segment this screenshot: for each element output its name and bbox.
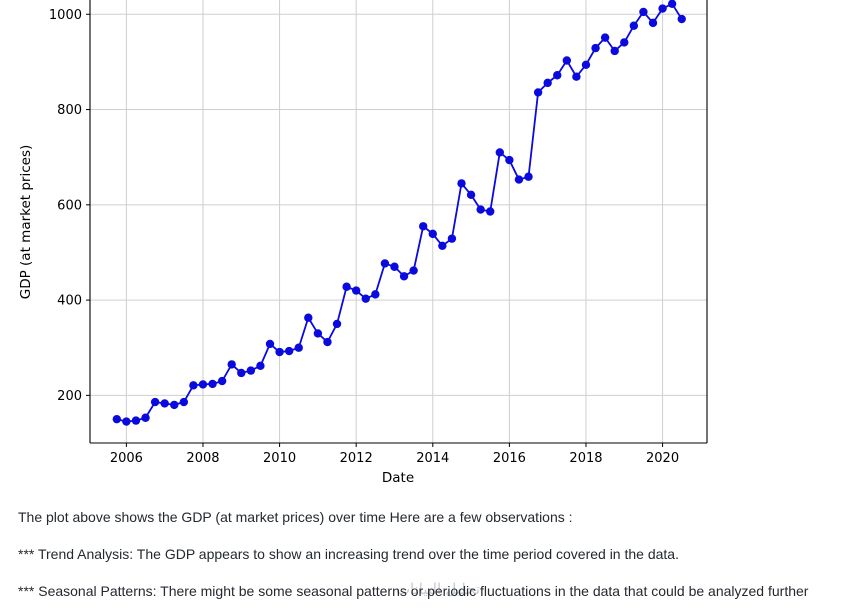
gdp-line: [116, 2, 683, 423]
x-tick-label: 2020: [646, 451, 679, 466]
axes-layer: 2006 2008 2010 2012 2014 2016 2018 2020 200 400 60…: [49, 0, 708, 466]
data-point: [390, 262, 399, 271]
data-point: [256, 361, 265, 371]
data-point: [428, 229, 437, 239]
data-point: [313, 329, 323, 338]
data-point: [265, 339, 275, 349]
data-point: [562, 56, 572, 65]
data-point: [332, 319, 342, 329]
data-point: [658, 4, 667, 13]
x-tick-label: 2018: [569, 451, 602, 466]
data-point: [160, 399, 169, 408]
data-point: [371, 290, 380, 299]
data-point: [227, 360, 236, 369]
data-point: [246, 366, 256, 375]
observation-trend: *** Trend Analysis: The GDP appears to s…: [18, 546, 679, 562]
data-point: [572, 72, 581, 81]
data-point: [189, 381, 198, 390]
data-point: [419, 222, 428, 231]
data-point: [438, 241, 447, 250]
y-tick-label: 600: [57, 198, 82, 213]
data-point: [304, 313, 313, 322]
grid-layer: [90, 0, 707, 443]
data-series-layer: [112, 0, 686, 426]
data-point: [505, 155, 514, 165]
data-point: [457, 179, 466, 188]
y-tick-label: 200: [57, 389, 82, 404]
y-tick-label: 400: [57, 294, 82, 309]
data-point: [284, 346, 294, 356]
data-point: [486, 207, 495, 216]
data-point: [600, 33, 610, 42]
data-point: [361, 294, 370, 303]
data-point: [217, 376, 227, 386]
x-axis-label: Date: [382, 470, 414, 486]
data-point: [342, 282, 351, 291]
gdp-line-chart: 2006 2008 2010 2012 2014 2016 2018 2020 200 400 60…: [18, 0, 708, 486]
data-point: [447, 234, 457, 243]
x-tick-label: 2012: [340, 451, 373, 466]
y-tick-label: 800: [57, 103, 82, 118]
data-point: [380, 259, 390, 268]
data-point: [208, 379, 217, 389]
watermark: تحليل البيانات: [395, 581, 481, 598]
data-point: [677, 14, 686, 24]
data-point: [524, 172, 533, 181]
data-point: [237, 368, 246, 378]
data-point: [351, 286, 361, 295]
y-axis-label: GDP (at market prices): [18, 145, 34, 300]
data-point: [275, 347, 284, 357]
data-point: [131, 416, 141, 425]
x-tick-label: 2016: [493, 451, 526, 466]
data-point: [639, 7, 648, 17]
data-point: [399, 272, 409, 281]
data-point: [112, 414, 122, 424]
data-point: [591, 43, 600, 53]
data-point: [323, 337, 332, 347]
data-point: [150, 397, 160, 407]
data-point: [122, 417, 131, 426]
data-point: [409, 266, 418, 275]
data-point: [198, 380, 208, 389]
data-point: [581, 60, 591, 69]
x-tick-label: 2014: [416, 451, 449, 466]
data-point: [476, 205, 485, 214]
x-tick-label: 2008: [186, 451, 219, 466]
data-point: [466, 190, 476, 200]
data-point: [620, 38, 629, 47]
data-point: [553, 71, 562, 80]
data-point: [495, 148, 505, 157]
data-point: [179, 397, 189, 407]
data-point: [629, 21, 639, 30]
x-tick-label: 2006: [110, 451, 143, 466]
data-point: [141, 413, 150, 422]
data-point: [294, 343, 303, 352]
data-point: [170, 400, 179, 410]
data-point: [543, 78, 552, 88]
data-point: [667, 0, 677, 9]
data-point: [610, 46, 619, 56]
observation-seasonal: *** Seasonal Patterns: There might be so…: [18, 583, 809, 599]
x-tick-label: 2010: [263, 451, 296, 466]
data-point: [514, 175, 524, 184]
data-point: [648, 18, 658, 28]
observations-section: The plot above shows the GDP (at market …: [18, 509, 838, 616]
y-tick-label: 1000: [49, 8, 82, 23]
data-point: [533, 88, 543, 97]
observation-intro: The plot above shows the GDP (at market …: [18, 509, 573, 525]
